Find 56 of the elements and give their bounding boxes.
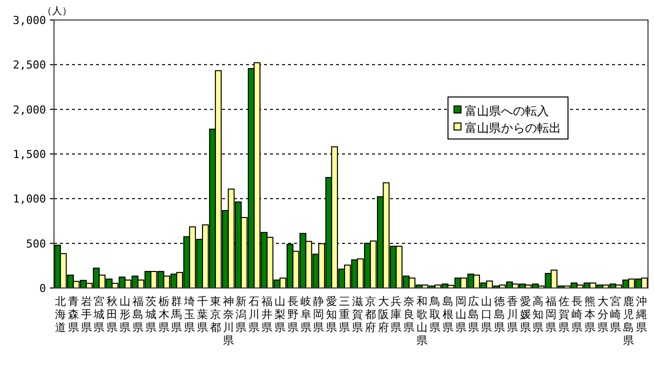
x-tick-label: 三重県	[339, 295, 350, 334]
x-tick-label: 石川県	[248, 295, 260, 334]
x-tick-label: 東京都	[210, 295, 221, 334]
x-tick-label: 千葉県	[197, 295, 208, 334]
x-tick-label: 福島県	[132, 295, 144, 334]
x-tick-label: 茨城県	[144, 295, 156, 334]
x-tick-label: 神奈川県	[222, 295, 234, 347]
x-tick-label: 愛知県	[326, 295, 338, 334]
x-tick-label: 長崎県	[571, 295, 582, 334]
y-tick-label: 2,000	[12, 103, 46, 116]
x-tick-label: 山梨県	[274, 295, 286, 334]
legend-label: 富山県への転入	[465, 104, 549, 118]
y-tick-label: 3,000	[12, 14, 46, 27]
x-tick-label: 岐阜県	[300, 295, 312, 334]
y-axis-title: （人）	[42, 6, 72, 17]
x-tick-label: 山口県	[481, 295, 492, 334]
x-tick-label: 鳥取県	[428, 295, 440, 334]
x-tick-label: 奈良県	[404, 295, 415, 334]
x-tick-label: 大阪府	[378, 295, 389, 334]
x-tick-label: 鹿児島県	[623, 295, 634, 347]
x-tick-label: 滋賀県	[352, 295, 363, 334]
x-tick-label: 熊本県	[584, 295, 596, 334]
x-tick-label: 新潟県	[236, 295, 247, 334]
x-tick-label: 高知県	[532, 295, 544, 334]
x-tick-label: 山形県	[120, 295, 131, 334]
y-tick-label: 2,500	[12, 58, 46, 72]
x-tick-label: 香川県	[506, 295, 518, 334]
x-tick-label: 秋田県	[106, 295, 118, 334]
x-tick-label: 岩手県	[80, 295, 92, 334]
x-tick-label: 岡山県	[455, 295, 466, 334]
x-tick-label: 広島県	[468, 295, 480, 334]
x-tick-label: 埼玉県	[183, 295, 196, 334]
x-tick-label: 福岡県	[546, 295, 557, 334]
x-tick-label: 佐賀県	[558, 295, 570, 334]
y-tick-label: 0	[39, 282, 46, 295]
x-tick-label: 島根県	[442, 295, 454, 334]
x-tick-label: 青森県	[68, 295, 79, 334]
x-tick-label: 和歌山県	[416, 295, 428, 347]
x-tick-label: 長野県	[287, 295, 298, 334]
x-tick-label: 栃木県	[158, 295, 170, 334]
x-tick-label: 愛媛県	[520, 295, 531, 334]
x-tick-label: 徳島県	[494, 295, 505, 334]
x-tick-label: 大分県	[597, 295, 608, 334]
x-tick-label: 福井県	[262, 295, 273, 334]
y-tick-label: 1,000	[12, 192, 46, 206]
y-tick-label: 1,500	[12, 148, 46, 161]
x-tick-label: 京都府	[364, 295, 376, 334]
x-tick-label: 宮崎県	[610, 295, 622, 334]
y-tick-label: 500	[26, 237, 46, 250]
x-tick-label: 兵庫県	[390, 295, 402, 334]
legend-label: 富山県からの転出	[465, 121, 561, 135]
x-tick-label: 静岡県	[313, 295, 324, 334]
x-tick-label: 宮城県	[92, 295, 105, 334]
x-tick-label: 北海道	[54, 295, 66, 334]
x-tick-label: 沖縄県	[635, 295, 648, 334]
x-tick-label: 群馬県	[170, 295, 182, 334]
